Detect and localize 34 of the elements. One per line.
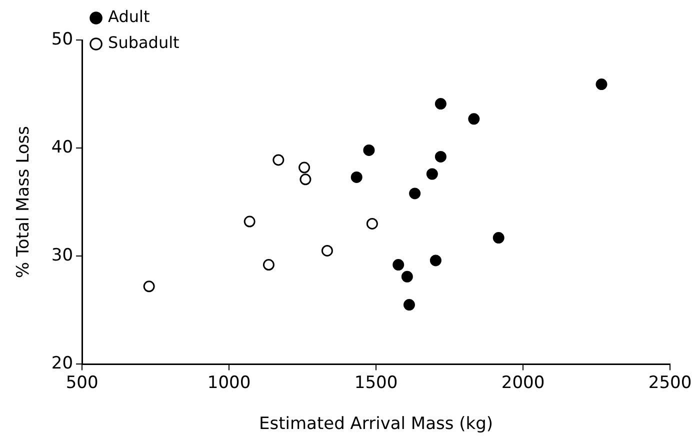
x-tick-label: 2500: [648, 372, 692, 393]
point: [409, 188, 421, 200]
point: [596, 78, 608, 90]
point: [468, 113, 480, 125]
point: [434, 98, 446, 110]
point: [272, 154, 284, 166]
x-tick-label: 2000: [501, 372, 545, 393]
y-tick-label: 20: [51, 354, 74, 374]
x-axis-title: Estimated Arrival Mass (kg): [259, 414, 494, 434]
x-tick-label: 500: [66, 372, 98, 393]
point: [403, 299, 415, 311]
point: [430, 254, 442, 266]
legend-label: Subadult: [108, 33, 180, 52]
y-tick-label: 50: [51, 29, 74, 50]
point: [366, 218, 378, 230]
point: [321, 244, 333, 256]
point: [434, 150, 446, 162]
point: [401, 270, 413, 282]
legend-label: Adult: [108, 7, 150, 26]
point: [492, 232, 504, 244]
point: [300, 174, 312, 186]
y-axis-title: % Total Mass Loss: [14, 126, 34, 278]
point: [426, 168, 438, 180]
y-tick-label: 30: [51, 246, 74, 266]
x-tick-label: 1500: [354, 372, 398, 393]
point: [392, 259, 404, 271]
y-tick-label: 40: [51, 137, 74, 158]
point: [262, 259, 274, 271]
x-tick-label: 1000: [207, 372, 251, 393]
point: [363, 144, 375, 156]
point: [244, 216, 256, 228]
point: [143, 280, 155, 292]
point: [350, 171, 362, 183]
point: [298, 162, 310, 174]
